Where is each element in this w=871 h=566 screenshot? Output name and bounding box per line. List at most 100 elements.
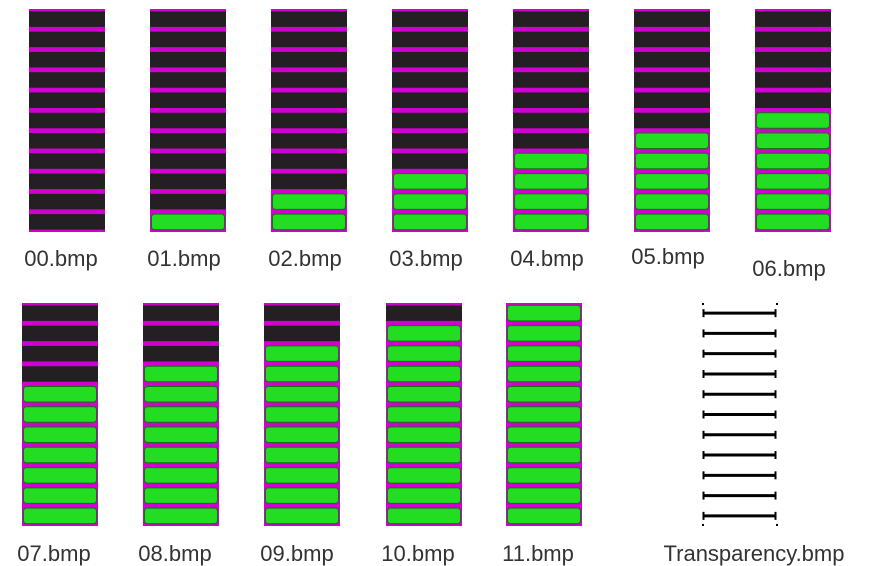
meter-segment-on — [756, 173, 830, 190]
meter-segment-on — [272, 213, 346, 231]
transparency-line-cap — [774, 309, 777, 318]
meter-segment-on — [272, 193, 346, 210]
transparency-line-cap — [702, 369, 705, 378]
transparency-line-cap — [774, 329, 777, 338]
meter-segment-off — [392, 51, 468, 68]
meter-segment-off — [22, 345, 98, 362]
meter-label-01: 01.bmp — [147, 246, 221, 271]
meter-segment-on — [756, 132, 830, 150]
meter-00 — [29, 9, 105, 232]
meter-segment-on — [144, 446, 218, 464]
meter-label-08: 08.bmp — [138, 541, 212, 566]
meter-label-03: 03.bmp — [389, 246, 463, 271]
meter-segment-on — [507, 446, 581, 464]
meter-segment-on — [144, 507, 218, 525]
meter-segment-on — [507, 325, 581, 342]
meter-02 — [271, 9, 347, 232]
meter-segment-on — [635, 152, 709, 170]
meter-segment-off — [755, 51, 831, 68]
meter-segment-on — [144, 467, 218, 484]
meter-segment-off — [634, 112, 710, 129]
meter-segment-off — [271, 112, 347, 129]
transparency-corner-dot — [776, 524, 778, 526]
meter-segment-off — [22, 325, 98, 342]
meter-segment-off — [143, 325, 219, 342]
meter-segment-off — [513, 31, 589, 48]
meter-segment-off — [271, 51, 347, 68]
meter-segment-off — [29, 133, 105, 149]
meter-segment-off — [634, 31, 710, 48]
meter-segment-on — [514, 213, 588, 231]
meter-label-10: 10.bmp — [381, 541, 455, 566]
transparency-line-cap — [774, 511, 777, 520]
meter-segment-on — [23, 446, 97, 464]
meter-label-07: 07.bmp — [17, 541, 91, 566]
meter-segment-off — [150, 11, 226, 27]
transparency-line-cap — [774, 451, 777, 460]
meter-segment-on — [23, 487, 97, 504]
meter-segment-off — [29, 214, 105, 230]
meter-segment-off — [143, 305, 219, 321]
meter-segment-off — [386, 305, 462, 321]
transparency-line-cap — [774, 430, 777, 439]
transparency-line-cap — [702, 410, 705, 419]
meter-segment-off — [392, 133, 468, 149]
meter-segment-on — [507, 507, 581, 525]
meter-segment-on — [265, 507, 339, 525]
meter-segment-off — [634, 72, 710, 88]
meter-segment-on — [387, 426, 461, 444]
meter-segment-on — [144, 487, 218, 504]
meter-segment-on — [387, 487, 461, 504]
meter-segment-on — [265, 426, 339, 444]
meter-segment-on — [265, 487, 339, 504]
meter-segment-off — [634, 92, 710, 108]
meter-segment-off — [513, 72, 589, 88]
meter-segment-on — [387, 345, 461, 362]
meter-segment-on — [23, 426, 97, 444]
meter-segment-off — [29, 112, 105, 129]
meter-segment-off — [22, 366, 98, 382]
transparency-line-cap — [774, 410, 777, 419]
transparency-line-cap — [774, 349, 777, 358]
meter-segment-off — [271, 153, 347, 169]
meter-segment-off — [755, 31, 831, 48]
meter-segment-on — [507, 385, 581, 403]
meter-segment-on — [635, 173, 709, 190]
meter-segment-on — [265, 467, 339, 484]
meter-04 — [513, 9, 589, 232]
meter-segment-on — [144, 385, 218, 403]
meter-01 — [150, 9, 226, 232]
transparency-line-cap — [774, 369, 777, 378]
meter-label-04: 04.bmp — [510, 246, 584, 271]
meter-segment-off — [392, 31, 468, 48]
meter-segment-on — [265, 365, 339, 383]
meter-segment-off — [392, 11, 468, 27]
meter-segment-off — [392, 92, 468, 108]
meter-label-11: 11.bmp — [502, 541, 574, 566]
meter-segment-off — [150, 112, 226, 129]
meter-segment-on — [23, 406, 97, 423]
meter-segment-on — [23, 385, 97, 403]
meter-segment-off — [271, 92, 347, 108]
meter-segment-off — [634, 11, 710, 27]
meter-segment-on — [507, 345, 581, 362]
meter-segment-off — [513, 112, 589, 129]
meter-segment-off — [29, 193, 105, 210]
meter-segment-on — [23, 507, 97, 525]
meter-segment-off — [29, 31, 105, 48]
meter-segment-off — [271, 133, 347, 149]
meter-segment-on — [756, 213, 830, 231]
meter-segment-off — [634, 51, 710, 68]
meter-segment-on — [507, 406, 581, 423]
meter-07 — [22, 303, 98, 526]
meter-segment-on — [635, 132, 709, 150]
meter-segment-off — [271, 31, 347, 48]
meter-segment-off — [271, 173, 347, 190]
meter-segment-on — [144, 365, 218, 383]
meter-segment-on — [507, 365, 581, 383]
meter-segment-off — [150, 51, 226, 68]
meter-segment-off — [264, 305, 340, 321]
meter-03 — [392, 9, 468, 232]
meter-08 — [143, 303, 219, 526]
transparency-corner-dot — [776, 303, 778, 305]
